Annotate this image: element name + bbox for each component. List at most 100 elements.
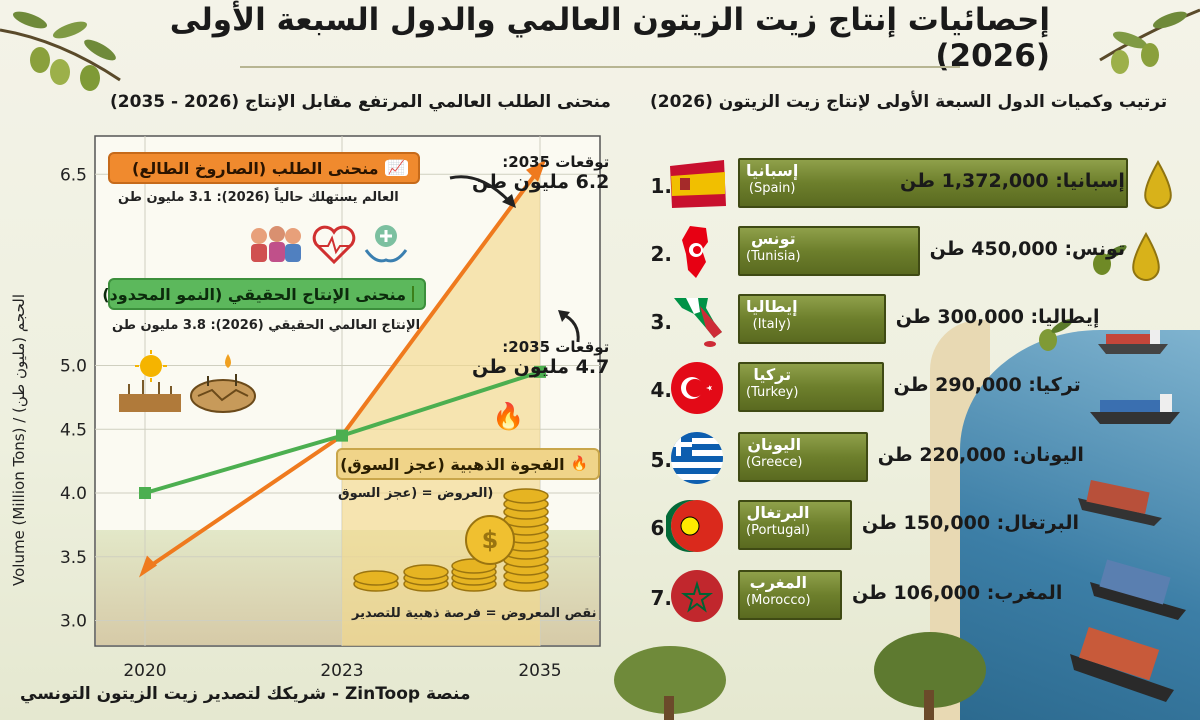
rank-number: 1. xyxy=(650,174,672,198)
spain-flag-icon xyxy=(670,160,726,208)
svg-text:$: $ xyxy=(482,526,499,554)
y-tick-label: 6.5 xyxy=(60,165,87,185)
portugal-flag-icon xyxy=(666,500,723,552)
y-tick-label: 4.5 xyxy=(60,420,87,440)
gold-coins-icon: $ xyxy=(353,488,549,592)
x-tick-label: 2023 xyxy=(320,661,363,680)
production-bar: اليونان (Greece) xyxy=(738,432,868,482)
italy-map-icon xyxy=(674,298,722,347)
production-bar: المغرب (Morocco) xyxy=(738,570,842,620)
y-tick-label: 3.5 xyxy=(60,548,87,568)
demand-card-title: منحنى الطلب (الصاروخ الطالع) xyxy=(132,158,379,178)
oil-drop-1-icon xyxy=(1144,160,1172,209)
demand-note: العالم يستهلك حالياً (2026): 3.1 مليون ط… xyxy=(118,190,399,205)
production-value-label: تونس: 450,000 طن xyxy=(929,238,1126,260)
country-name-ar: المغرب xyxy=(749,573,807,592)
left-panel-title: منحنى الطلب العالمي المرتفع مقابل الإنتا… xyxy=(110,92,611,112)
production-forecast-value: 4.7 مليون طن xyxy=(472,356,610,378)
forecast-arrow-2-icon xyxy=(558,310,580,343)
cargo-ship-4-icon xyxy=(1090,559,1186,620)
bar-country-name: اليونان (Greece) xyxy=(746,436,802,472)
olive-branch-right-icon xyxy=(1099,8,1200,74)
cargo-ship-2-icon xyxy=(1090,394,1180,424)
production-point xyxy=(336,429,348,442)
demand-production-chart: 3.0 3.5 4.0 4.5 5.0 6.5 2020 2023 2035 Volume (M… xyxy=(10,135,601,680)
footer-text: منصة ZinToop - شريكك لتصدير زيت الزيتون … xyxy=(20,684,471,704)
rank-number: 3. xyxy=(650,310,672,334)
people-icon xyxy=(251,226,301,262)
demand-arrowhead xyxy=(526,159,546,182)
gap-note: (العروض = (عجز السوق xyxy=(338,486,494,501)
country-name-en: (Spain) xyxy=(748,181,796,196)
country-name-en: (Turkey) xyxy=(746,385,799,400)
demand-card: 📈 منحنى الطلب (الصاروخ الطالع) xyxy=(108,152,420,184)
production-point xyxy=(139,487,151,499)
production-value-label: إسبانيا: 1,372,000 طن xyxy=(900,170,1125,192)
bar-country-name: تركيا (Turkey) xyxy=(746,366,798,402)
bar-country-name: المغرب (Morocco) xyxy=(746,574,811,610)
gap-bottom-note: نقص المعروض = فرصة ذهبية للتصدير xyxy=(352,606,597,621)
production-value-label: اليونان: 220,000 طن xyxy=(877,444,1084,466)
production-value-label: البرتغال: 150,000 طن xyxy=(861,512,1079,534)
rank-number: 4. xyxy=(650,378,672,402)
country-name-en: (Italy) xyxy=(752,317,791,332)
dry-soil-icon xyxy=(190,354,256,413)
y-axis-label: Volume (Million Tons) / الحجم (مليون طن) xyxy=(10,294,28,586)
demand-forecast-value: 6.2 مليون طن xyxy=(472,171,610,193)
rank-number: 2. xyxy=(650,242,672,266)
heartbeat-icon xyxy=(312,225,356,265)
production-forecast: توقعات 2035: 4.7 مليون طن xyxy=(472,338,609,378)
country-name-ar: اليونان xyxy=(747,435,802,454)
demand-forecast-label: توقعات 2035: xyxy=(502,153,610,171)
country-name-en: (Portugal) xyxy=(746,523,810,538)
oil-drop-2-icon xyxy=(1132,232,1160,281)
production-bar: إسبانيا (Spain) xyxy=(738,158,1128,208)
gap-card: 🔥 الفجوة الذهبية (عجز السوق) xyxy=(336,448,600,480)
turkey-flag-icon xyxy=(671,362,723,414)
tunisia-map-icon xyxy=(682,226,708,278)
olive-tree-2-icon xyxy=(874,632,986,720)
production-card-title: منحنى الإنتاج الحقيقي (النمو المحدود) xyxy=(102,284,406,304)
production-value-label: تركيا: 290,000 طن xyxy=(893,374,1081,396)
olive-branch-left-icon xyxy=(0,11,121,91)
bar-country-name: تونس (Tunisia) xyxy=(746,230,801,266)
country-name-en: (Tunisia) xyxy=(746,249,801,264)
rank-number: 5. xyxy=(650,448,672,472)
y-tick-label: 4.0 xyxy=(60,484,87,504)
country-name-ar: إيطاليا xyxy=(746,297,798,316)
production-bar: تونس (Tunisia) xyxy=(738,226,920,276)
olive-tree-1-icon xyxy=(614,646,726,720)
forecast-arrow-icon xyxy=(449,175,516,208)
bar-country-name: إيطاليا (Italy) xyxy=(746,298,798,334)
x-tick-label: 2035 xyxy=(518,661,561,680)
olive-sprig-1-icon xyxy=(1093,245,1127,275)
demand-arrowtail xyxy=(139,555,157,578)
health-hands-icon xyxy=(364,225,408,263)
country-name-en: (Greece) xyxy=(746,455,803,470)
production-value-label: إيطاليا: 300,000 طن xyxy=(895,306,1100,328)
bar-country-name: إسبانيا (Spain) xyxy=(746,162,798,198)
production-bar: تركيا (Turkey) xyxy=(738,362,884,412)
right-panel-title: ترتيب وكميات الدول السبعة الأولى لإنتاج … xyxy=(650,92,1168,112)
production-bar: إيطاليا (Italy) xyxy=(738,294,886,344)
cargo-ship-1-icon xyxy=(1098,330,1168,354)
country-name-ar: إسبانيا xyxy=(746,161,799,180)
production-forecast-label: توقعات 2035: xyxy=(502,338,610,356)
fire-icon: 🔥 xyxy=(492,402,525,432)
drought-sun-icon xyxy=(119,350,181,412)
olive-sprig-2-icon xyxy=(1039,319,1073,351)
cargo-ship-5-icon xyxy=(1070,627,1174,702)
production-note: الإنتاج العالمي الحقيقي (2026): 3.8 مليو… xyxy=(112,318,421,333)
production-value-label: المغرب: 106,000 طن xyxy=(851,582,1063,604)
bar-country-name: البرتغال (Portugal) xyxy=(746,504,810,540)
production-card: منحنى الإنتاج الحقيقي (النمو المحدود) xyxy=(102,278,426,310)
y-tick-label: 3.0 xyxy=(60,612,87,632)
country-name-ar: البرتغال xyxy=(746,503,810,522)
green-square-icon xyxy=(412,286,414,302)
title-divider xyxy=(240,66,960,68)
country-name-ar: تركيا xyxy=(753,365,792,384)
y-tick-label: 5.0 xyxy=(60,357,87,377)
demand-forecast: توقعات 2035: 6.2 مليون طن xyxy=(472,153,609,193)
page-title: إحصائيات إنتاج زيت الزيتون العالمي والدو… xyxy=(169,2,1050,74)
production-bar: البرتغال (Portugal) xyxy=(738,500,852,550)
